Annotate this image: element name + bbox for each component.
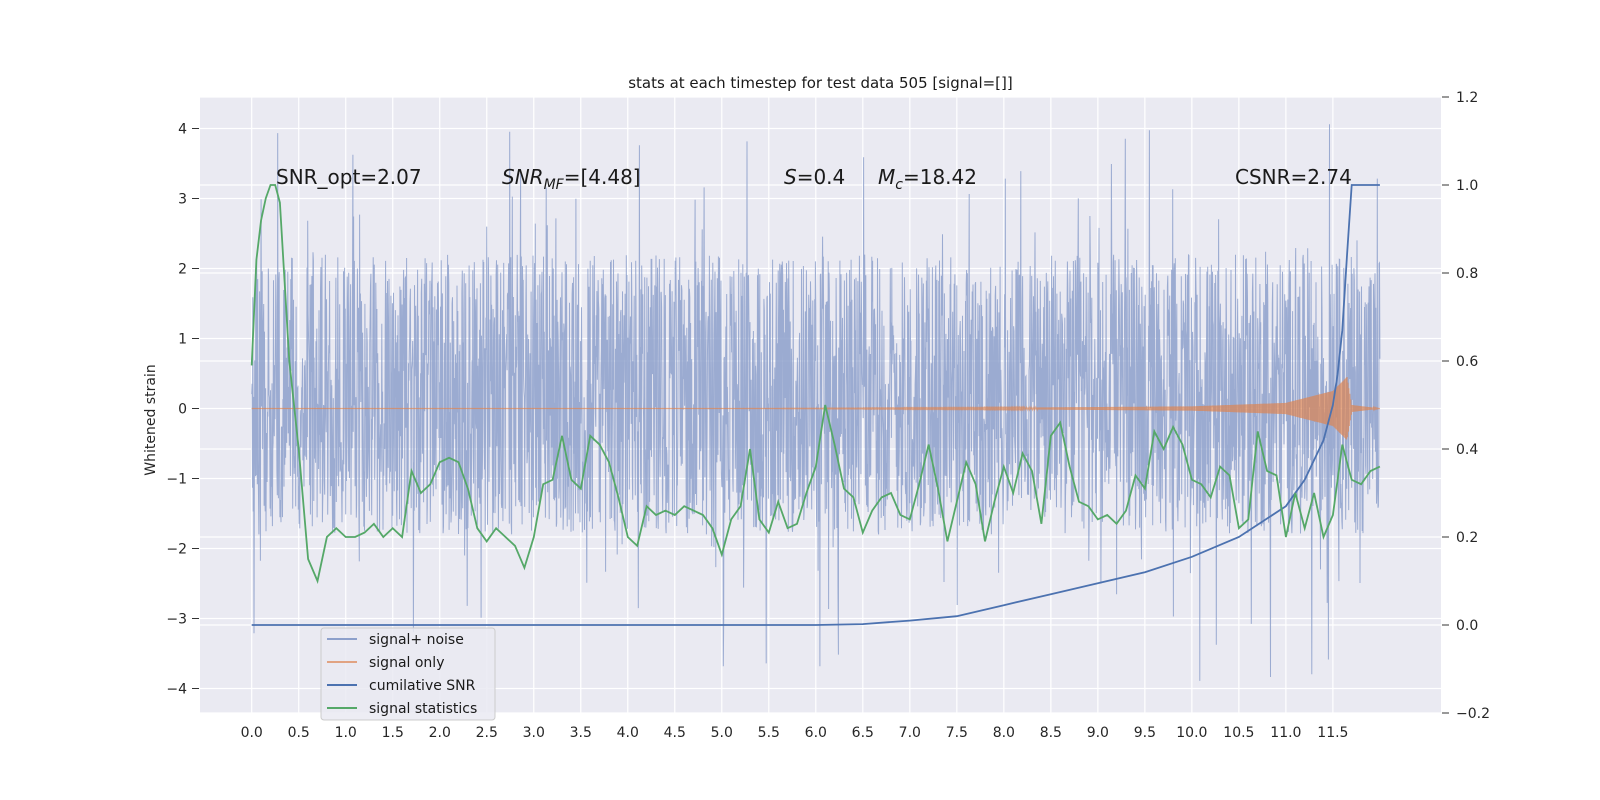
x-tick-label: 8.5 — [1040, 725, 1062, 741]
legend-label-signal-noise: signal+ noise — [369, 632, 464, 648]
annotation-mc: Mc=18.42 — [878, 165, 977, 193]
y-tick-label-right: 0.0 — [1456, 618, 1478, 634]
series-cumulative-snr — [251, 184, 1380, 626]
x-tick-label: 10.5 — [1223, 725, 1254, 741]
x-tick-label: 6.0 — [805, 725, 827, 741]
legend: signal+ noise signal only cumilative SNR… — [320, 627, 496, 721]
x-tick-label: 7.5 — [946, 725, 968, 741]
y-tick-label-left: −3 — [166, 612, 187, 628]
y-tick-label-left: −4 — [166, 682, 187, 698]
x-tick-label: 4.5 — [664, 725, 686, 741]
y-tick-label-left: 1 — [178, 332, 187, 348]
annotations: SNR_opt=2.07 SNRMF=[4.48] S=0.4 Mc=18.42… — [276, 165, 1352, 193]
annotation-snr-mf: SNRMF=[4.48] — [502, 165, 641, 193]
y-tick-label-right: 0.2 — [1456, 530, 1478, 546]
annotation-snr-opt: SNR_opt=2.07 — [276, 165, 422, 189]
y-tick-label-right: 0.8 — [1456, 266, 1478, 282]
x-tick-label: 9.0 — [1087, 725, 1109, 741]
x-tick-label: 4.0 — [617, 725, 639, 741]
x-tick-label: 5.0 — [711, 725, 733, 741]
x-tick-label: 9.5 — [1134, 725, 1156, 741]
x-tick-label: 6.5 — [852, 725, 874, 741]
x-tick-label: 2.5 — [476, 725, 498, 741]
y-tick-label-left: −2 — [166, 542, 187, 558]
series-signal-noise — [251, 124, 1381, 681]
x-tick-label: 5.5 — [758, 725, 780, 741]
series-signal-statistics — [250, 184, 1381, 584]
y-tick-label-right: −0.2 — [1456, 706, 1490, 722]
x-tick-label: 1.0 — [335, 725, 357, 741]
annotation-csnr: CSNR=2.74 — [1235, 165, 1352, 189]
ticks: 0.0 0.5 1.0 1.5 2.0 2.5 3.0 3.5 4.0 4.5 5.0 5.5 6.0 6… — [166, 90, 1490, 741]
y-tick-label-left: 4 — [178, 122, 187, 138]
legend-label-cumulative-snr: cumilative SNR — [369, 678, 476, 694]
x-tick-label: 3.0 — [523, 725, 545, 741]
x-tick-label: 1.5 — [382, 725, 404, 741]
y-tick-label-left: 3 — [178, 192, 187, 208]
y-tick-label-left: 2 — [178, 262, 187, 278]
y-tick-label-right: 0.4 — [1456, 442, 1478, 458]
legend-label-signal-only: signal only — [369, 655, 444, 671]
legend-label-signal-statistics: signal statistics — [369, 701, 477, 717]
x-tick-label: 3.5 — [570, 725, 592, 741]
x-tick-label: 11.5 — [1317, 725, 1348, 741]
y-tick-label-left: −1 — [166, 472, 187, 488]
x-tick-label: 0.0 — [241, 725, 263, 741]
annotation-s: S=0.4 — [784, 165, 845, 189]
x-tick-label: 10.0 — [1176, 725, 1207, 741]
x-tick-label: 7.0 — [899, 725, 921, 741]
y-tick-label-right: 0.6 — [1456, 354, 1478, 370]
y-tick-label-left: 0 — [178, 402, 187, 418]
y-tick-label-right: 1.0 — [1456, 178, 1478, 194]
y-tick-label-right: 1.2 — [1456, 90, 1478, 106]
x-tick-label: 2.0 — [429, 725, 451, 741]
legend-box — [320, 627, 496, 721]
x-tick-label: 0.5 — [288, 725, 310, 741]
y-axis-label-left: Whitened strain — [143, 364, 159, 475]
x-tick-label: 11.0 — [1270, 725, 1301, 741]
series-layer — [250, 124, 1381, 681]
series-signal-only — [251, 376, 1381, 440]
x-tick-label: 8.0 — [993, 725, 1015, 741]
chart-title: stats at each timestep for test data 505… — [628, 74, 1013, 92]
